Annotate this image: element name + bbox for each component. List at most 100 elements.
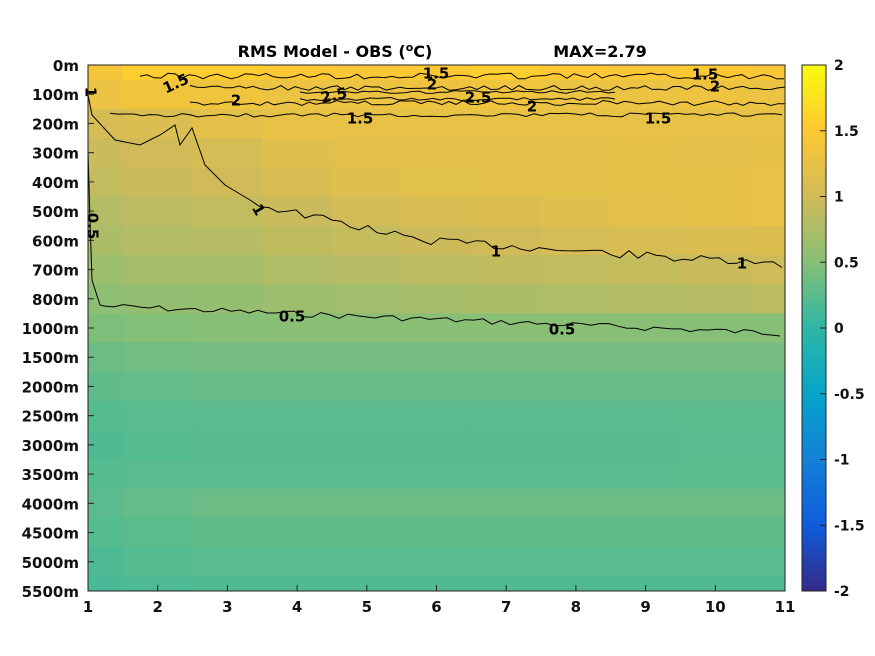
colorbar-tick-label: -1.5 <box>834 518 865 534</box>
heatmap-cell <box>610 167 682 198</box>
contour-label: 2.5 <box>319 84 349 107</box>
contour-label: 1.5 <box>645 110 672 128</box>
heatmap-cell <box>610 576 682 591</box>
contour-line-2-lower <box>189 99 785 107</box>
heatmap-cell <box>192 138 264 169</box>
heatmap-cell <box>750 65 785 81</box>
contour-label: 1.5 <box>347 110 374 128</box>
heatmap-cell <box>610 254 682 286</box>
heatmap-cell <box>192 108 264 140</box>
x-tick-label: 4 <box>292 598 302 616</box>
x-tick-label: 1 <box>83 598 93 616</box>
heatmap-cell <box>331 138 403 169</box>
heatmap-cell <box>122 488 194 519</box>
heatmap-cell <box>122 284 194 315</box>
heatmap-cell <box>192 459 264 490</box>
heatmap-cell <box>471 371 543 403</box>
chart-title-degree: o <box>406 41 414 54</box>
heatmap-cell <box>471 254 543 286</box>
heatmap-cell <box>401 138 473 169</box>
heatmap-cell <box>331 430 403 461</box>
heatmap-cell <box>610 284 682 315</box>
heatmap-cell <box>262 430 333 461</box>
heatmap-cell <box>192 488 264 519</box>
heatmap-cell <box>262 488 333 519</box>
heatmap-cell <box>401 108 473 140</box>
heatmap-cell <box>541 167 612 198</box>
heatmap-cell <box>122 430 194 461</box>
y-tick-label: 400m <box>32 174 79 192</box>
colorbar-tick-label: -2 <box>834 584 850 600</box>
y-tick-label: 4500m <box>22 525 79 543</box>
heatmap-cell <box>122 547 194 578</box>
heatmap-cell <box>750 488 785 519</box>
heatmap-cell <box>610 342 682 373</box>
heatmap-cell <box>262 284 333 315</box>
heatmap-cell <box>122 517 194 549</box>
contour-line-2.5-upper <box>299 89 616 94</box>
y-tick-label: 2500m <box>22 408 79 426</box>
y-tick-label: 4000m <box>22 495 79 513</box>
heatmap-cell <box>262 138 333 169</box>
heatmap-cell <box>680 517 752 549</box>
heatmap-cell <box>401 254 473 286</box>
heatmap-cell <box>262 167 333 198</box>
heatmap-cell <box>262 401 333 432</box>
y-tick-label: 2000m <box>22 378 79 396</box>
heatmap-cell <box>541 313 612 344</box>
heatmap-cell <box>541 284 612 315</box>
heatmap-cell <box>331 517 403 549</box>
heatmap-cell <box>610 488 682 519</box>
heatmap-cell <box>401 459 473 490</box>
heatmap-cell <box>122 196 194 227</box>
heatmap-cell <box>680 108 752 140</box>
heatmap-cell <box>680 371 752 403</box>
heatmap-cell <box>262 342 333 373</box>
colorbar: 2 1.5 1 0.5 0 -0.5 -1 -1.5 -2 <box>801 58 865 600</box>
heatmap-cell <box>122 371 194 403</box>
heatmap-cell <box>541 138 612 169</box>
heatmap-cell <box>192 401 264 432</box>
contour-line-2.5-lower <box>299 96 616 102</box>
heatmap-cell <box>541 547 612 578</box>
heatmap-cell <box>401 517 473 549</box>
heatmap-cell <box>541 371 612 403</box>
heatmap-cell <box>122 79 194 110</box>
heatmap-cell <box>192 284 264 315</box>
heatmap-cell <box>401 430 473 461</box>
heatmap-cell <box>88 225 124 256</box>
contour-label: 1 <box>491 243 501 261</box>
y-tick-label: 600m <box>32 232 79 250</box>
heatmap-cell <box>192 313 264 344</box>
heatmap-cell <box>88 79 124 110</box>
heatmap-cell <box>401 167 473 198</box>
heatmap-cell <box>471 401 543 432</box>
heatmap-cell <box>401 196 473 227</box>
heatmap-cell <box>471 547 543 578</box>
heatmap-cell <box>122 459 194 490</box>
y-tick-label: 1500m <box>22 349 79 367</box>
heatmap-cell <box>680 401 752 432</box>
heatmap-cell <box>610 547 682 578</box>
heatmap <box>88 65 785 591</box>
chart-title-unit: C) <box>413 42 432 61</box>
contour-line-1 <box>88 94 783 268</box>
colorbar-tick-label: 1 <box>834 190 844 206</box>
x-tick-label: 8 <box>571 598 581 616</box>
x-tick-label: 10 <box>705 598 726 616</box>
heatmap-cell <box>610 225 682 256</box>
x-tick-label: 7 <box>501 598 511 616</box>
contour-line-1.5-lower <box>109 112 783 118</box>
heatmap-cell <box>401 342 473 373</box>
heatmap-cell <box>262 254 333 286</box>
heatmap-cell <box>680 576 752 591</box>
heatmap-cell <box>541 430 612 461</box>
heatmap-cell <box>331 488 403 519</box>
heatmap-cell <box>541 342 612 373</box>
heatmap-cell <box>262 547 333 578</box>
heatmap-cell <box>471 342 543 373</box>
heatmap-cell <box>750 547 785 578</box>
heatmap-cell <box>680 138 752 169</box>
heatmap-cell <box>401 401 473 432</box>
